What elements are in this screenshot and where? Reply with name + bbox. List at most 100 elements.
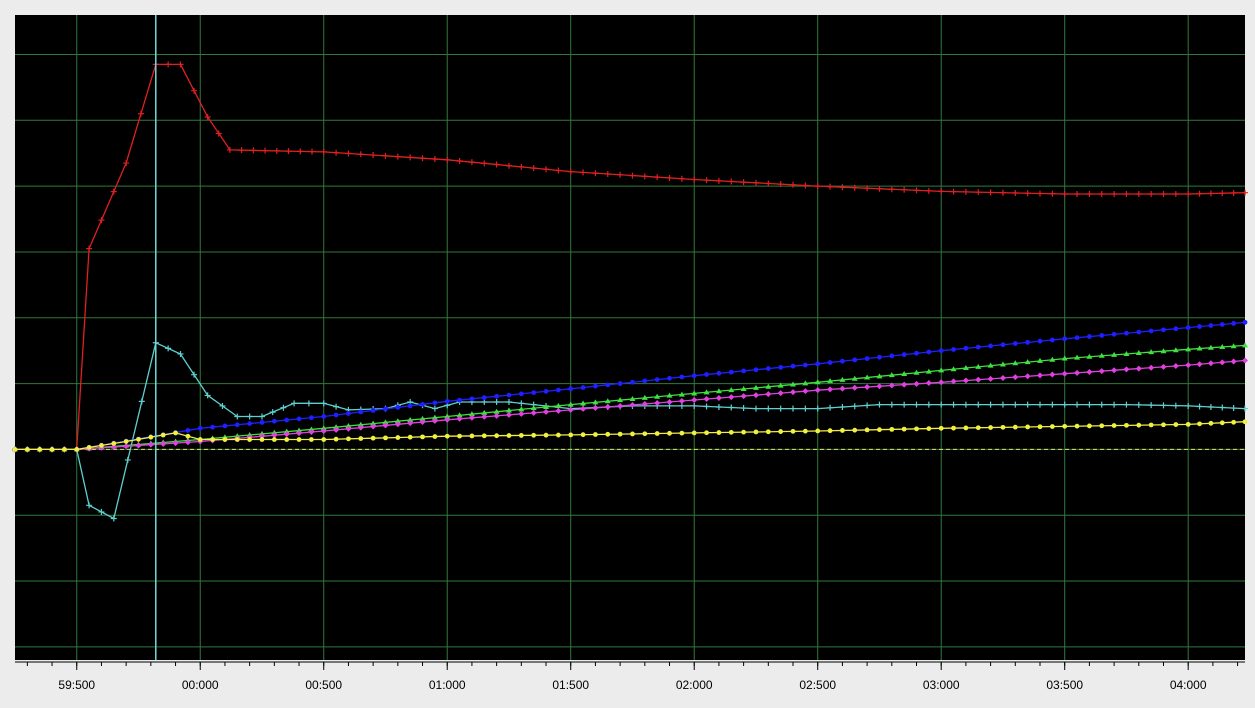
data-point — [370, 423, 377, 430]
data-point — [124, 456, 131, 463]
data-point — [926, 349, 932, 355]
data-point — [296, 437, 302, 442]
data-point — [518, 400, 525, 407]
data-point — [752, 384, 759, 390]
data-point — [1099, 333, 1105, 338]
data-point — [505, 162, 512, 169]
data-point — [123, 439, 129, 444]
data-point — [864, 402, 871, 409]
data-point — [888, 401, 895, 408]
series-layer — [12, 61, 1248, 522]
data-point — [629, 396, 636, 402]
data-point — [740, 179, 747, 186]
data-point — [456, 157, 463, 164]
data-point — [395, 435, 401, 440]
data-point — [1208, 420, 1214, 426]
data-point — [262, 147, 269, 154]
data-point — [888, 382, 895, 389]
data-point — [123, 443, 130, 450]
data-point — [925, 380, 932, 387]
data-point — [1049, 371, 1056, 378]
data-point — [1242, 357, 1248, 364]
data-point — [864, 374, 871, 380]
data-point — [1086, 423, 1092, 429]
data-point — [778, 429, 784, 434]
data-point — [617, 402, 624, 409]
data-point — [999, 189, 1006, 196]
data-point — [987, 401, 994, 408]
data-point — [568, 386, 574, 392]
data-point — [320, 425, 327, 431]
data-point — [1049, 337, 1055, 343]
data-point — [641, 173, 648, 180]
data-point — [469, 433, 475, 439]
data-point — [988, 425, 994, 430]
data-point — [165, 61, 172, 68]
data-point — [1012, 374, 1019, 381]
data-point — [197, 425, 203, 431]
data-point — [1037, 357, 1043, 363]
data-point — [679, 430, 685, 436]
data-point — [815, 428, 821, 434]
data-point — [1074, 423, 1080, 429]
data-point — [1231, 321, 1237, 326]
data-point — [346, 411, 351, 416]
data-point — [790, 181, 797, 188]
data-point — [988, 343, 994, 349]
data-point — [285, 148, 292, 155]
data-point — [1185, 421, 1191, 427]
data-point — [215, 130, 222, 137]
data-point — [1230, 343, 1237, 349]
data-point — [913, 380, 920, 387]
data-point — [617, 397, 624, 403]
data-point — [605, 382, 611, 388]
data-point — [1037, 190, 1043, 197]
data-point — [407, 417, 414, 423]
data-point — [839, 404, 846, 411]
data-point — [394, 418, 401, 424]
data-point — [678, 391, 685, 397]
data-point — [177, 350, 184, 357]
data-point — [86, 445, 92, 450]
data-point — [1061, 401, 1068, 408]
data-point — [505, 399, 512, 405]
data-point — [12, 446, 18, 452]
plot-area — [15, 15, 1245, 660]
data-point — [1099, 423, 1105, 429]
data-point — [703, 403, 710, 410]
data-point — [555, 167, 562, 174]
data-point — [555, 432, 561, 438]
data-point — [1148, 349, 1155, 355]
data-point — [629, 172, 636, 179]
data-point — [1219, 190, 1226, 197]
data-point — [420, 401, 425, 407]
data-point — [395, 404, 401, 410]
data-point — [691, 373, 697, 379]
data-point — [814, 379, 821, 385]
data-point — [345, 425, 352, 432]
data-point — [234, 413, 241, 420]
x-axis: 59:500 00:000 00:500 01:000 01:500 02:000 02:5… — [15, 661, 1245, 692]
data-point — [827, 360, 833, 365]
data-point — [1086, 334, 1092, 339]
data-point — [592, 404, 599, 411]
data-point — [802, 362, 808, 368]
data-point — [827, 386, 834, 393]
data-point — [1074, 354, 1081, 360]
data-point — [493, 161, 500, 168]
data-point — [147, 441, 154, 448]
data-point — [320, 148, 327, 155]
data-point — [185, 433, 191, 439]
data-point — [346, 436, 351, 442]
data-point — [716, 430, 722, 435]
data-point — [741, 429, 747, 435]
data-point — [407, 154, 414, 161]
data-point — [432, 400, 438, 406]
data-point — [593, 383, 598, 389]
data-point — [165, 345, 172, 352]
data-point — [654, 393, 661, 399]
data-point — [493, 412, 500, 419]
data-point — [1111, 331, 1117, 337]
data-point — [333, 436, 339, 442]
data-point — [177, 61, 184, 68]
